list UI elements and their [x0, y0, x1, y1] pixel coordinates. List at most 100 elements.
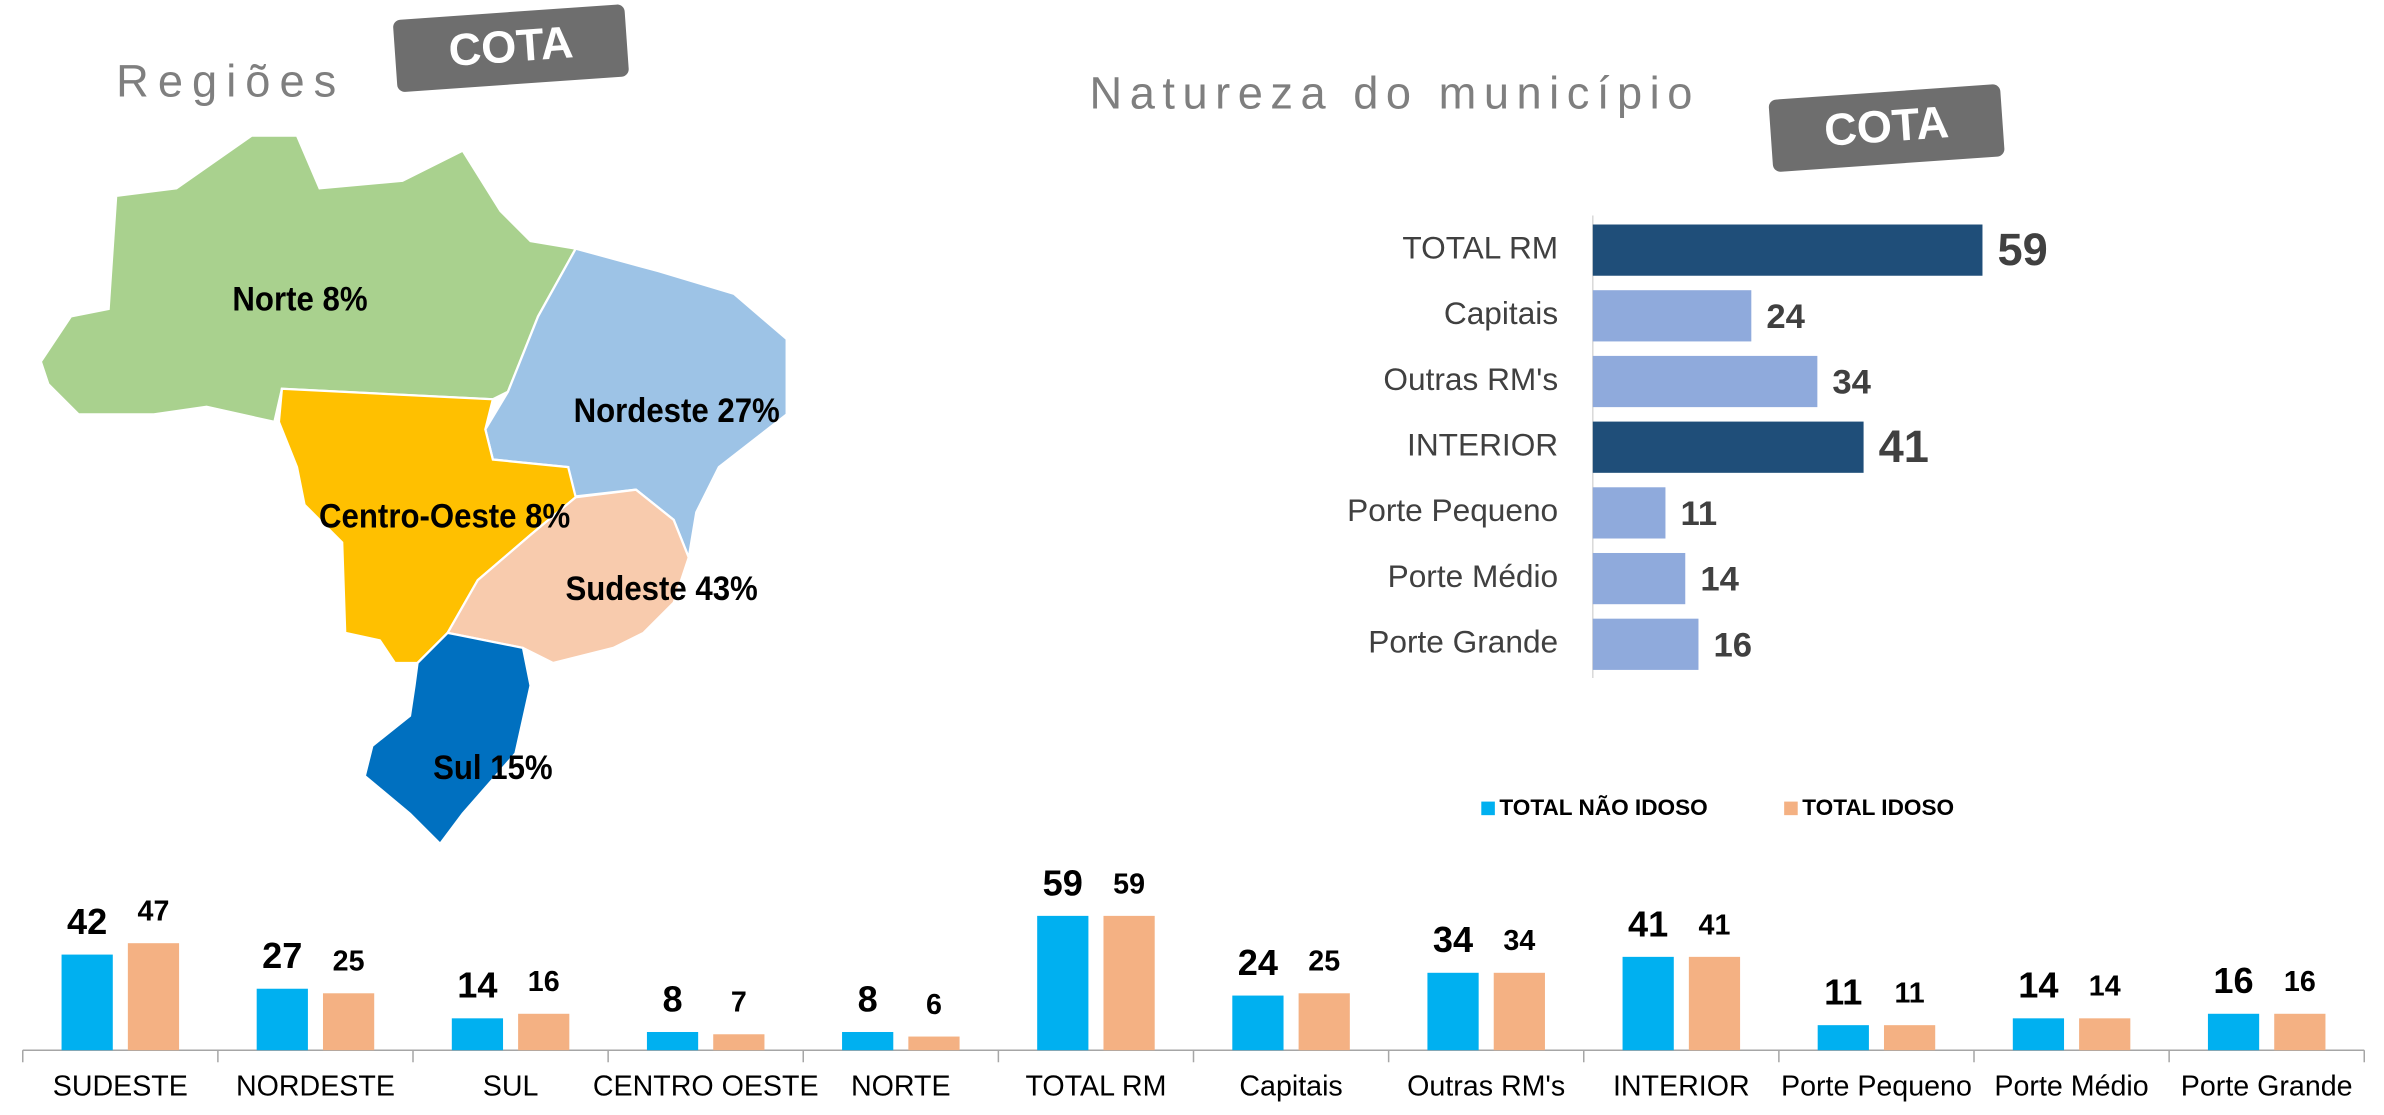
- badge-bg: [393, 4, 629, 92]
- bar: [646, 1031, 699, 1051]
- category-label: Capitais: [1444, 295, 1558, 331]
- value-label: 59: [1998, 224, 2048, 275]
- value-label: 24: [1766, 298, 1805, 336]
- category-label: Porte Grande: [1368, 624, 1558, 660]
- x-tick-label: Porte Médio: [1994, 1070, 2148, 1102]
- bar: [1817, 1025, 1869, 1051]
- value-label: 25: [1308, 946, 1340, 978]
- bar: [1037, 915, 1089, 1051]
- value-label: 14: [2018, 965, 2058, 1006]
- map: Norte 8% Nordeste 27% Centro-Oeste 8% Sudes…: [39, 134, 788, 846]
- value-label: 14: [2089, 971, 2121, 1003]
- map-region: [363, 631, 532, 846]
- bar: [1592, 487, 1666, 539]
- bar: [1592, 224, 1983, 276]
- value-label: 16: [2213, 960, 2253, 1001]
- x-tick-label: SUDESTE: [53, 1070, 188, 1102]
- badge-text: COTA: [447, 16, 575, 76]
- badge: COTA: [1768, 84, 2005, 172]
- bar: [908, 1036, 960, 1051]
- map-label: Norte 8%: [232, 279, 367, 318]
- bar: [518, 1013, 570, 1051]
- value-label: 16: [2284, 966, 2316, 998]
- badge-text: COTA: [1823, 96, 1951, 156]
- x-tick-label: NORDESTE: [236, 1070, 395, 1102]
- legend-label: TOTAL IDOSO: [1802, 795, 1954, 820]
- value-label: 16: [1714, 626, 1753, 664]
- value-label: 27: [262, 935, 302, 976]
- bar: [1592, 552, 1686, 605]
- x-tick-label: Capitais: [1239, 1070, 1342, 1102]
- bar: [713, 1034, 765, 1051]
- value-label: 16: [528, 966, 560, 998]
- value-label: 8: [858, 978, 878, 1019]
- bar: [1592, 421, 1864, 473]
- bar: [2012, 1018, 2065, 1051]
- category-label: Porte Pequeno: [1347, 492, 1558, 528]
- map-region: [39, 134, 578, 424]
- value-label: 59: [1113, 868, 1145, 900]
- legend-swatch: [1481, 801, 1495, 816]
- value-label: 7: [731, 987, 747, 1019]
- category-label: Porte Médio: [1388, 558, 1559, 594]
- bar: [451, 1018, 504, 1051]
- x-tick-label: Porte Grande: [2181, 1070, 2353, 1102]
- bar: [61, 954, 113, 1051]
- bar: [1298, 993, 1350, 1051]
- bar: [2207, 1013, 2260, 1051]
- value-label: 41: [1699, 909, 1731, 941]
- bar: [1688, 956, 1741, 1051]
- map-label: Nordeste 27%: [574, 390, 780, 429]
- category-label: INTERIOR: [1407, 427, 1558, 463]
- bar: [127, 943, 180, 1051]
- bar: [842, 1031, 894, 1051]
- bar: [1493, 972, 1545, 1051]
- value-label: 42: [67, 901, 107, 942]
- value-label: 34: [1832, 364, 1871, 402]
- bar: [1103, 915, 1155, 1051]
- value-label: 34: [1433, 919, 1473, 960]
- bar: [1592, 290, 1752, 342]
- value-label: 14: [1700, 561, 1739, 599]
- bars-title: Natureza do município: [1090, 67, 1700, 118]
- bar: [1622, 956, 1674, 1051]
- x-tick-label: TOTAL RM: [1025, 1070, 1166, 1102]
- x-tick-label: NORTE: [851, 1070, 951, 1102]
- value-label: 47: [138, 896, 170, 928]
- legend-label: TOTAL NÃO IDOSO: [1499, 795, 1707, 820]
- badge-bg: [1768, 84, 2005, 172]
- bar: [1883, 1025, 1936, 1051]
- value-label: 34: [1503, 925, 1535, 957]
- value-label: 6: [926, 989, 942, 1021]
- bar: [1232, 995, 1284, 1051]
- value-label: 59: [1043, 862, 1083, 903]
- value-label: 24: [1238, 942, 1278, 983]
- bar: [2274, 1013, 2326, 1051]
- map-title: Regiões: [116, 55, 345, 106]
- x-tick-label: CENTRO OESTE: [593, 1070, 819, 1102]
- bar: [1592, 618, 1699, 670]
- map-region: [445, 488, 690, 665]
- bar: [256, 988, 308, 1051]
- value-label: 41: [1628, 903, 1668, 944]
- category-label: Outras RM's: [1383, 361, 1558, 397]
- value-label: 41: [1879, 421, 1929, 472]
- legend-swatch: [1784, 801, 1798, 816]
- category-label: TOTAL RM: [1402, 229, 1558, 265]
- value-label: 11: [1681, 495, 1718, 533]
- bar: [1427, 972, 1479, 1051]
- bar: [2079, 1018, 2131, 1051]
- map-label: Sul 15%: [433, 748, 553, 787]
- x-tick-label: Outras RM's: [1407, 1070, 1565, 1102]
- x-tick-label: SUL: [483, 1070, 539, 1102]
- value-label: 11: [1894, 978, 1924, 1010]
- map-label: Centro-Oeste 8%: [319, 496, 570, 535]
- value-label: 14: [457, 965, 497, 1006]
- value-label: 25: [333, 946, 365, 978]
- value-label: 8: [662, 978, 682, 1019]
- bar: [1592, 355, 1818, 408]
- value-label: 11: [1824, 972, 1862, 1013]
- map-label: Sudeste 43%: [565, 568, 757, 607]
